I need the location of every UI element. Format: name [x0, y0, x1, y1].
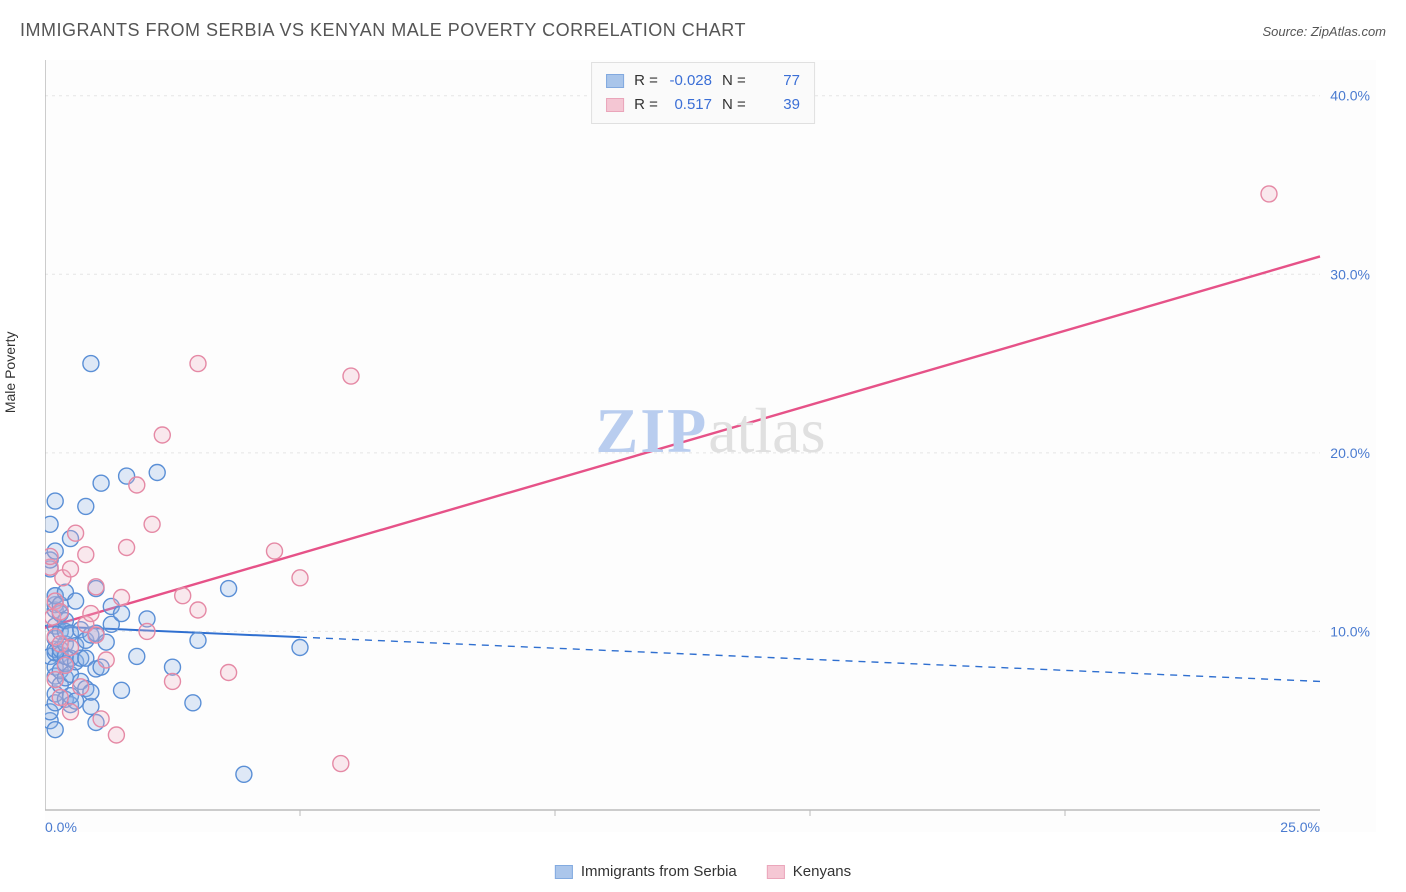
legend-label-serbia: Immigrants from Serbia [581, 863, 737, 880]
svg-text:10.0%: 10.0% [1330, 623, 1370, 639]
n-value-kenyans: 39 [750, 93, 800, 117]
chart-container: 0.0%25.0%10.0%20.0%30.0%40.0% ZIPatlas [45, 60, 1376, 832]
legend-stats: R = -0.028 N = 77 R = 0.517 N = 39 [591, 62, 815, 124]
legend-label-kenyans: Kenyans [793, 863, 851, 880]
svg-text:30.0%: 30.0% [1330, 266, 1370, 282]
r-value-kenyans: 0.517 [662, 93, 712, 117]
swatch-kenyans [767, 865, 785, 879]
scatter-plot: 0.0% 25.0% 10.0% 20.0% 30.0% 40.0% [45, 60, 1376, 832]
r-label: R = [634, 96, 658, 113]
n-label: N = [722, 72, 746, 89]
r-label: R = [634, 72, 658, 89]
y-axis-label: Male Poverty [2, 331, 18, 413]
legend-item-serbia: Immigrants from Serbia [555, 863, 737, 880]
svg-text:0.0%: 0.0% [45, 819, 77, 832]
legend-stats-row-kenyans: R = 0.517 N = 39 [606, 93, 800, 117]
swatch-serbia [555, 865, 573, 879]
svg-text:20.0%: 20.0% [1330, 445, 1370, 461]
chart-title: IMMIGRANTS FROM SERBIA VS KENYAN MALE PO… [20, 20, 746, 41]
legend-stats-row-serbia: R = -0.028 N = 77 [606, 69, 800, 93]
svg-text:40.0%: 40.0% [1330, 88, 1370, 104]
swatch-kenyans [606, 98, 624, 112]
legend-item-kenyans: Kenyans [767, 863, 851, 880]
n-label: N = [722, 96, 746, 113]
n-value-serbia: 77 [750, 69, 800, 93]
legend-series: Immigrants from Serbia Kenyans [555, 863, 851, 880]
swatch-serbia [606, 74, 624, 88]
header: IMMIGRANTS FROM SERBIA VS KENYAN MALE PO… [20, 20, 1386, 41]
svg-text:25.0%: 25.0% [1280, 819, 1320, 832]
source-attribution: Source: ZipAtlas.com [1262, 24, 1386, 39]
r-value-serbia: -0.028 [662, 69, 712, 93]
